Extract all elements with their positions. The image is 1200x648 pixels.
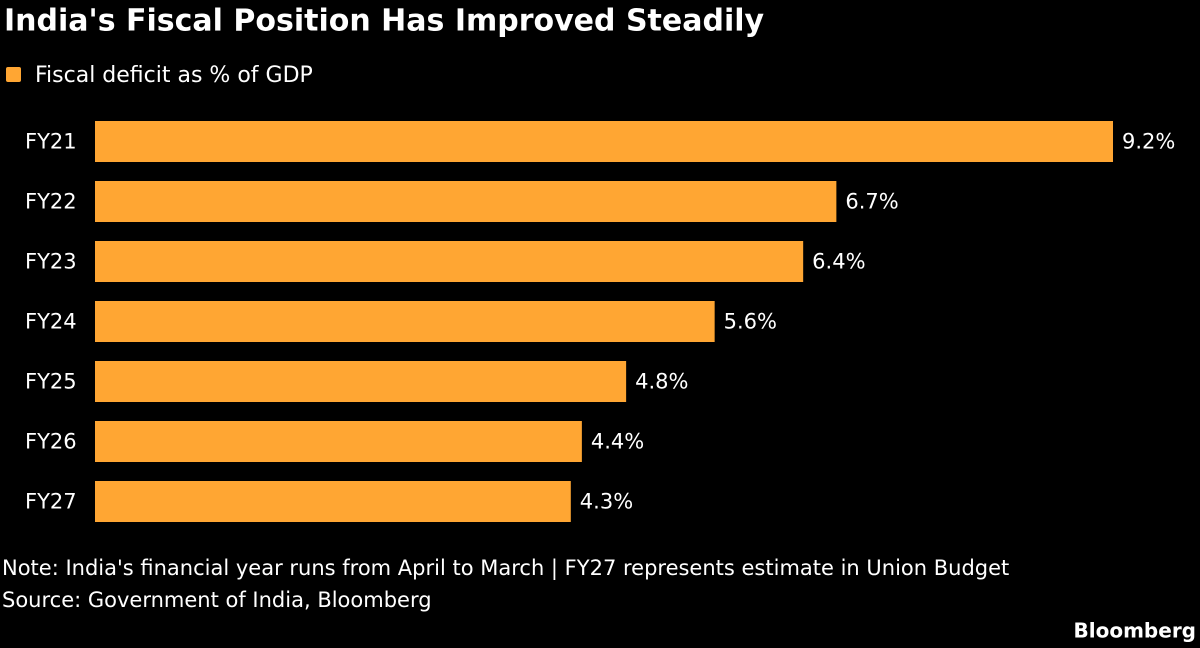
value-label: 5.6%: [724, 310, 777, 334]
value-label: 4.3%: [580, 490, 633, 514]
value-label: 6.4%: [812, 250, 865, 274]
legend-swatch: [6, 67, 21, 82]
y-tick-label: FY22: [25, 190, 77, 214]
note: Note: India's financial year runs from A…: [2, 556, 1009, 581]
value-label: 4.4%: [591, 430, 644, 454]
value-label: 6.7%: [845, 190, 898, 214]
y-tick-label: FY25: [25, 370, 77, 394]
bar: [95, 481, 571, 522]
y-tick-label: FY27: [25, 490, 77, 514]
y-tick-label: FY21: [25, 130, 77, 154]
source: Source: Government of India, Bloomberg: [2, 588, 432, 612]
y-tick-label: FY24: [25, 310, 77, 334]
bar: [95, 121, 1113, 162]
value-label: 4.8%: [635, 370, 688, 394]
value-label: 9.2%: [1122, 130, 1175, 154]
y-tick-label: FY23: [25, 250, 77, 274]
bar: [95, 301, 715, 342]
legend-label: Fiscal deficit as % of GDP: [35, 63, 313, 88]
bar: [95, 181, 837, 222]
bar: [95, 421, 582, 462]
credit: Bloomberg: [1074, 619, 1196, 643]
bar: [95, 241, 804, 282]
y-tick-label: FY26: [25, 430, 77, 454]
chart-title: India's Fiscal Position Has Improved Ste…: [4, 4, 765, 39]
bar: [95, 361, 627, 402]
